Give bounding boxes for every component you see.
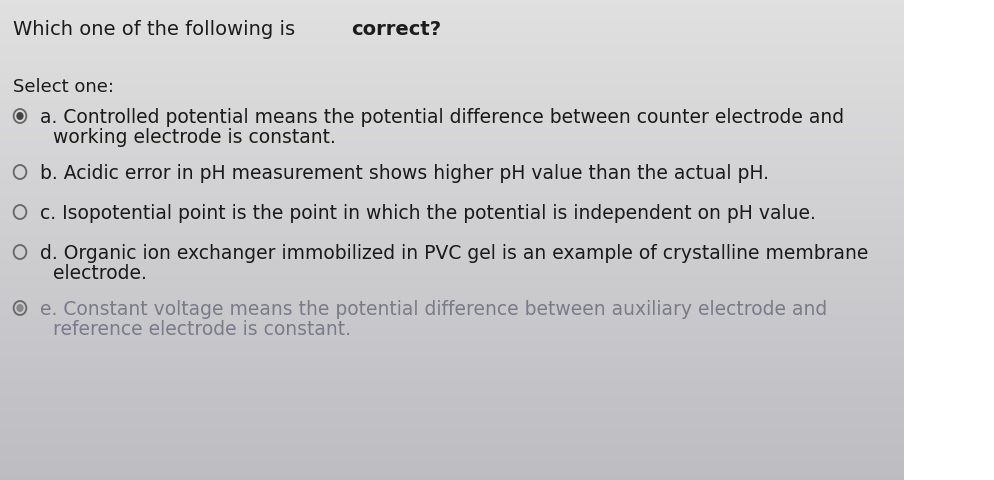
Text: reference electrode is constant.: reference electrode is constant. [53, 320, 350, 339]
Text: a. Controlled potential means the potential difference between counter electrode: a. Controlled potential means the potent… [40, 108, 843, 127]
Text: correct?: correct? [350, 20, 440, 39]
Text: Which one of the following is: Which one of the following is [13, 20, 301, 39]
Text: d. Organic ion exchanger immobilized in PVC gel is an example of crystalline mem: d. Organic ion exchanger immobilized in … [40, 244, 868, 263]
Text: working electrode is constant.: working electrode is constant. [53, 128, 335, 147]
Text: e. Constant voltage means the potential difference between auxiliary electrode a: e. Constant voltage means the potential … [40, 300, 826, 319]
Text: c. Isopotential point is the point in which the potential is independent on pH v: c. Isopotential point is the point in wh… [40, 204, 815, 223]
Circle shape [16, 304, 24, 312]
Circle shape [16, 112, 24, 120]
Text: b. Acidic error in pH measurement shows higher pH value than the actual pH.: b. Acidic error in pH measurement shows … [40, 164, 768, 183]
Text: Select one:: Select one: [13, 78, 113, 96]
Text: electrode.: electrode. [53, 264, 146, 283]
